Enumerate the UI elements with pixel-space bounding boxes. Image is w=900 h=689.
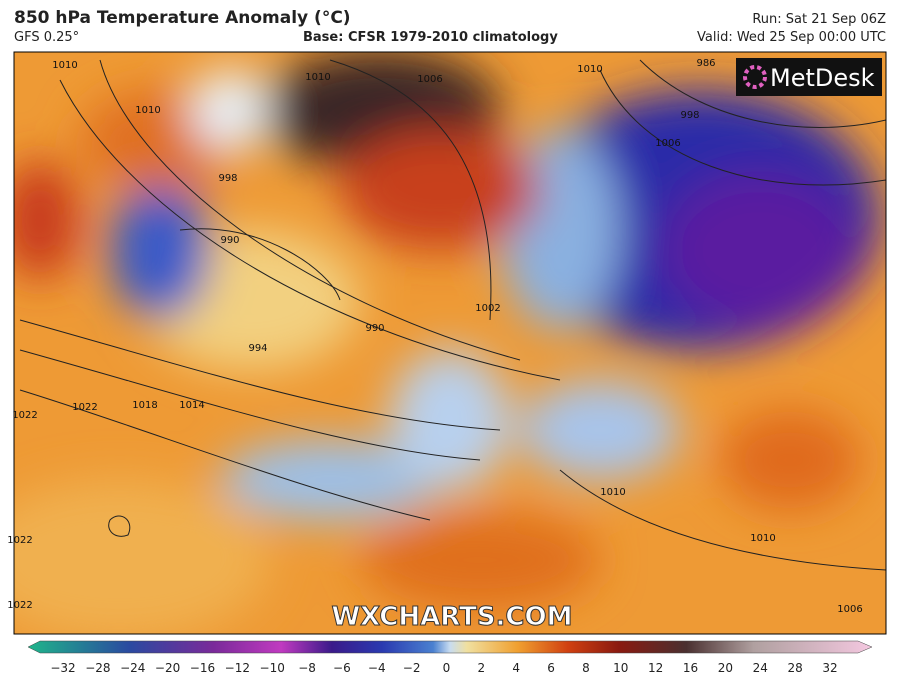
contour-label: 1018 xyxy=(132,400,157,411)
colorbar-label: −24 xyxy=(120,661,145,675)
colorbar-label: 28 xyxy=(787,661,802,675)
contour-label: 998 xyxy=(218,173,237,184)
contour-label: 1022 xyxy=(7,535,32,546)
colorbar-label: 20 xyxy=(718,661,733,675)
contour-label: 1010 xyxy=(600,487,625,498)
base: Base: CFSR 1979-2010 climatology xyxy=(303,30,558,45)
colorbar-label: 16 xyxy=(683,661,698,675)
contour-label: 1006 xyxy=(837,604,862,615)
colorbar-label: −6 xyxy=(333,661,351,675)
contour-label: 1014 xyxy=(179,400,204,411)
contour-label: 1006 xyxy=(417,74,442,85)
colorbar-label: 10 xyxy=(613,661,628,675)
contour-label: 1002 xyxy=(475,303,500,314)
valid: Valid: Wed 25 Sep 00:00 UTC xyxy=(697,30,886,45)
colorbar-label: −2 xyxy=(403,661,421,675)
colorbar-label: −10 xyxy=(260,661,285,675)
colorbar-label: 6 xyxy=(547,661,555,675)
contour-label: 1006 xyxy=(655,138,680,149)
colorbar-label: −8 xyxy=(298,661,316,675)
logo: MetDesk xyxy=(770,64,875,92)
contour-label: 986 xyxy=(696,58,715,69)
colorbar-label: −20 xyxy=(155,661,180,675)
colorbar-label: 8 xyxy=(582,661,590,675)
colorbar-label: 12 xyxy=(648,661,663,675)
contour-label: 1010 xyxy=(135,105,160,116)
contour-label: 1010 xyxy=(52,60,77,71)
contour-label: 1010 xyxy=(577,64,602,75)
contour-label: 1022 xyxy=(72,402,97,413)
anomaly-field xyxy=(14,52,886,634)
contour-label: 1010 xyxy=(750,533,775,544)
map-frame xyxy=(13,51,887,635)
colorbar-label: 0 xyxy=(443,661,451,675)
colorbar-label: 32 xyxy=(822,661,837,675)
colorbar-label: −32 xyxy=(50,661,75,675)
colorbar-label: −12 xyxy=(225,661,250,675)
contour-label: 990 xyxy=(365,323,384,334)
contour-label: 1022 xyxy=(7,600,32,611)
title: 850 hPa Temperature Anomaly (°C) xyxy=(14,8,351,28)
logo-box xyxy=(736,58,882,96)
contour-label: 990 xyxy=(220,235,239,246)
contour-label: 994 xyxy=(248,343,267,354)
colorbar-label: 4 xyxy=(512,661,520,675)
contour-label: 1010 xyxy=(305,72,330,83)
contour-label: 998 xyxy=(680,110,699,121)
colorbar xyxy=(27,640,873,654)
colorbar-label: 24 xyxy=(753,661,768,675)
colorbar-label: 2 xyxy=(478,661,486,675)
logo-icon xyxy=(743,65,767,89)
colorbar-label: −16 xyxy=(190,661,215,675)
watermark: WXCHARTS.COM xyxy=(331,602,572,632)
colorbar-label: −4 xyxy=(368,661,386,675)
colorbar-label: −28 xyxy=(85,661,110,675)
contour-label: 1022 xyxy=(12,410,37,421)
model: GFS 0.25° xyxy=(14,30,80,45)
run: Run: Sat 21 Sep 06Z xyxy=(752,12,886,27)
